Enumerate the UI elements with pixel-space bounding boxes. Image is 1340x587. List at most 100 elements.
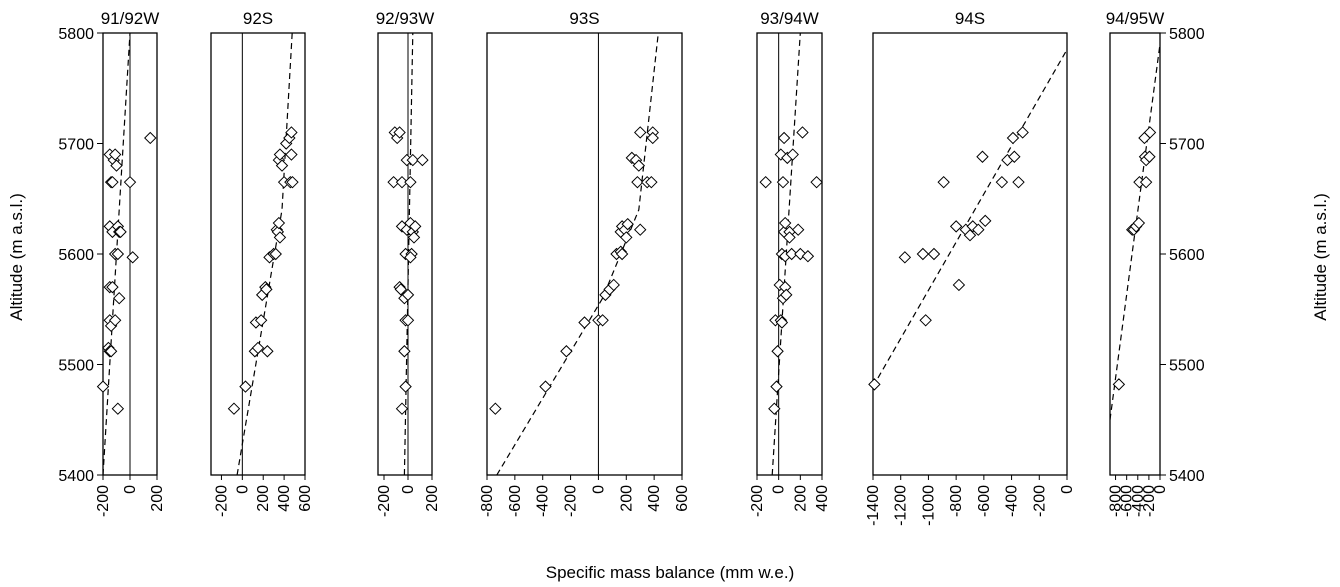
data-point: [759, 175, 772, 189]
x-tick-label: 200: [255, 485, 272, 512]
y-tick-label-right: 5500: [1169, 358, 1205, 375]
data-point: [416, 153, 429, 167]
x-tick-label: 400: [814, 485, 831, 512]
x-tick-label: -600: [507, 485, 524, 517]
data-point: [394, 283, 408, 296]
data-point: [108, 148, 122, 161]
x-tick-label: -1200: [893, 485, 910, 526]
data-point: [796, 126, 809, 139]
y-tick-label-right: 5400: [1169, 468, 1205, 485]
data-point: [979, 214, 992, 228]
data-point: [111, 402, 125, 415]
data-point: [785, 247, 798, 261]
data-point: [620, 231, 633, 244]
x-tick-label: -200: [1141, 485, 1158, 517]
data-point: [632, 159, 646, 172]
x-tick-label: 0: [400, 485, 417, 494]
data-point: [776, 175, 790, 189]
data-point: [489, 402, 502, 415]
data-point: [1016, 126, 1029, 139]
data-point: [791, 223, 805, 236]
data-point: [407, 231, 421, 244]
panel-5: 93/94W -200 0 200 400: [749, 9, 831, 517]
x-tick-label: 200: [792, 485, 809, 512]
data-point: [949, 220, 963, 233]
fit-line: [236, 33, 293, 475]
data-point: [401, 288, 415, 302]
data-point: [801, 250, 815, 263]
y-tick-label-left: 5800: [58, 26, 94, 43]
data-point: [868, 378, 881, 391]
x-tick-label: -800: [479, 485, 496, 517]
data-point: [406, 153, 420, 167]
fit-line: [1110, 44, 1160, 420]
data-point: [778, 216, 792, 230]
data-point: [393, 126, 406, 139]
data-point: [810, 175, 823, 189]
x-tick-label: 400: [276, 485, 293, 512]
x-tick-label: -400: [1004, 485, 1021, 517]
data-point: [111, 247, 125, 261]
data-point: [775, 316, 789, 329]
x-tick-label: 200: [424, 485, 441, 512]
data-point: [646, 131, 659, 145]
x-tick-label: 200: [618, 485, 635, 512]
y-tick-label-left: 5400: [58, 468, 94, 485]
x-tick-label: 600: [674, 485, 691, 512]
data-point: [114, 225, 127, 239]
x-tick-label: -1400: [865, 485, 882, 526]
data-point: [768, 402, 781, 415]
data-point: [1139, 175, 1153, 189]
panel-frame: [872, 32, 1068, 476]
data-point: [106, 280, 119, 294]
fit-line: [496, 33, 659, 475]
x-tick-label: -200: [1031, 485, 1048, 517]
data-point: [401, 314, 415, 327]
data-point: [404, 175, 417, 189]
data-point: [1143, 126, 1157, 139]
data-point: [607, 278, 620, 292]
data-point: [96, 380, 110, 393]
data-point: [937, 175, 950, 189]
y-tick-label-left: 5500: [58, 358, 94, 375]
panel-title: 94/95W: [1106, 9, 1165, 28]
data-point: [112, 291, 126, 305]
data-point: [395, 402, 409, 415]
panel-title: 93/94W: [760, 9, 819, 28]
data-point: [251, 341, 265, 355]
data-point: [771, 345, 784, 358]
x-tick-label: -600: [976, 485, 993, 517]
panel-3: 92/93W -200 0 200: [376, 9, 441, 517]
panel-frame: [756, 32, 823, 476]
data-point: [404, 251, 417, 264]
y-tick-label-right: 5700: [1169, 137, 1205, 154]
data-point: [260, 283, 273, 296]
data-point: [395, 175, 409, 189]
panel-4: 93S -800 -600 -400 -200 0 200 400 600: [479, 9, 691, 517]
data-point: [770, 380, 783, 393]
data-point: [919, 314, 932, 327]
x-tick-label: 0: [122, 485, 139, 494]
panel-2: 92S -200 0 200 400 600: [210, 9, 314, 517]
data-point: [995, 175, 1009, 189]
x-tick-label: 0: [590, 485, 607, 494]
fit-line: [873, 49, 1067, 387]
data-point: [110, 159, 123, 172]
data-point: [631, 175, 644, 189]
data-point: [780, 288, 793, 302]
data-point: [273, 148, 287, 161]
data-point: [239, 380, 252, 393]
x-tick-label: -200: [213, 485, 230, 517]
data-point: [976, 150, 989, 163]
data-point: [227, 402, 241, 415]
data-point: [578, 316, 591, 329]
data-point: [123, 175, 137, 189]
y-tick-label-left: 5700: [58, 137, 94, 154]
data-point: [1112, 378, 1126, 391]
data-point: [398, 345, 411, 358]
data-point: [972, 223, 985, 236]
data-point: [777, 131, 791, 145]
data-point: [285, 148, 298, 161]
